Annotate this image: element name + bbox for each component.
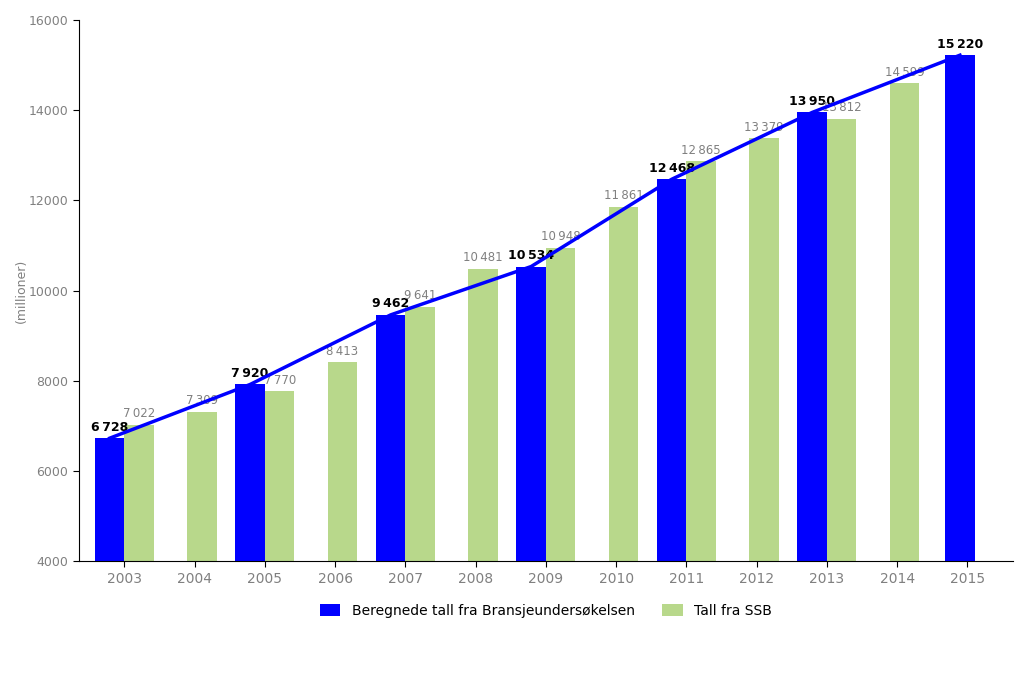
Text: 11 861: 11 861 [603, 189, 644, 202]
Bar [609, 206, 638, 561]
Bar [945, 55, 975, 561]
Bar [546, 248, 576, 561]
Text: 8 413: 8 413 [327, 344, 359, 357]
Text: 6 728: 6 728 [91, 421, 128, 434]
Text: 13 950: 13 950 [790, 95, 835, 108]
Text: 9 462: 9 462 [372, 298, 409, 310]
Bar [468, 269, 498, 561]
Text: 15 220: 15 220 [937, 38, 983, 51]
Bar [687, 161, 715, 561]
Legend: Beregnede tall fra Bransjeundersøkelsen, Tall fra SSB: Beregnede tall fra Bransjeundersøkelsen,… [313, 597, 779, 625]
Bar [657, 179, 687, 561]
Bar [124, 425, 154, 561]
Bar [798, 113, 827, 561]
Bar [376, 315, 405, 561]
Bar [235, 384, 265, 561]
Bar [187, 412, 217, 561]
Text: 7 309: 7 309 [186, 394, 218, 407]
Text: 10 534: 10 534 [508, 249, 554, 262]
Bar [889, 83, 919, 561]
Bar [405, 307, 435, 561]
Text: 12 468: 12 468 [649, 162, 695, 175]
Text: 13 379: 13 379 [744, 121, 783, 134]
Text: 7 022: 7 022 [123, 407, 155, 421]
Text: 9 641: 9 641 [404, 289, 436, 303]
Text: 12 865: 12 865 [682, 144, 721, 157]
Bar [749, 138, 779, 561]
Y-axis label: (millioner): (millioner) [15, 259, 28, 322]
Bar [95, 438, 124, 561]
Bar [516, 267, 546, 561]
Text: 14 599: 14 599 [885, 66, 924, 79]
Text: 7 770: 7 770 [263, 374, 296, 387]
Text: 10 948: 10 948 [541, 230, 581, 244]
Bar [827, 119, 856, 561]
Text: 13 812: 13 812 [821, 101, 861, 114]
Text: 10 481: 10 481 [464, 252, 503, 264]
Text: 7 920: 7 920 [231, 367, 269, 380]
Bar [265, 391, 294, 561]
Bar [328, 362, 358, 561]
